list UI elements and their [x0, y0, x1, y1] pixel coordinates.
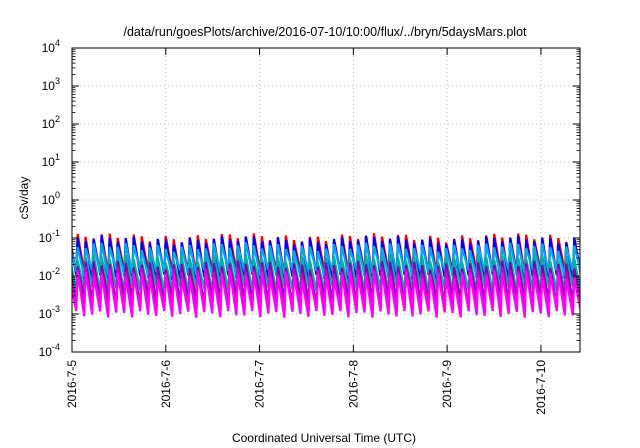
- tick-labels: 10-4 10-3 10-2 10-1 100 101 102 103 104 2016-7-5 2…: [39, 38, 548, 415]
- x-tick-label: 2016-7-5: [65, 360, 79, 408]
- x-tick-label: 2016-7-10: [534, 360, 548, 415]
- x-tick-label: 2016-7-7: [253, 360, 267, 408]
- x-tick-label: 2016-7-8: [346, 360, 360, 408]
- axes: [71, 47, 581, 353]
- chart-title: /data/run/goesPlots/archive/2016-07-10/1…: [123, 25, 527, 39]
- series-line: [72, 270, 580, 318]
- x-tick-label: 2016-7-6: [159, 360, 173, 408]
- y-tick-label: 104: [42, 38, 60, 55]
- y-axis-label: cSv/day: [17, 177, 31, 220]
- y-tick-label: 103: [42, 76, 60, 93]
- x-tick-label: 2016-7-9: [440, 360, 454, 408]
- y-tick-label: 10-2: [39, 266, 60, 283]
- y-tick-label: 100: [42, 190, 60, 207]
- y-tick-label: 101: [42, 152, 60, 169]
- x-axis-label: Coordinated Universal Time (UTC): [232, 431, 416, 445]
- y-tick-label: 10-1: [39, 228, 60, 245]
- plot-frame: [71, 47, 581, 353]
- series-layer: [72, 233, 580, 318]
- y-tick-label: 102: [42, 114, 60, 131]
- y-tick-label: 10-4: [39, 342, 60, 359]
- y-tick-label: 10-3: [39, 304, 60, 321]
